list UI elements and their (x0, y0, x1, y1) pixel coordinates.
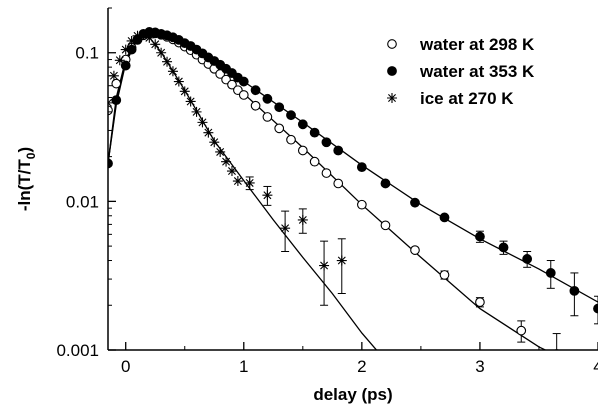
data-point-open-circle (380, 220, 391, 231)
data-point-asterisk (387, 93, 397, 103)
y-tick-label: 0.01 (66, 192, 99, 211)
data-point-asterisk (162, 56, 173, 67)
x-tick-label: 2 (357, 357, 366, 376)
data-point-asterisk (226, 166, 237, 177)
data-point-filled-circle (380, 178, 391, 189)
data-point-filled-circle (111, 95, 122, 106)
x-tick-label: 1 (239, 357, 248, 376)
data-point-asterisk (156, 47, 167, 58)
data-point-open-circle (250, 100, 261, 111)
data-point-filled-circle (309, 127, 320, 138)
data-point-open-circle (553, 349, 560, 350)
x-tick-label: 0 (121, 357, 130, 376)
data-point-asterisk (185, 96, 196, 107)
data-point-filled-circle (274, 102, 285, 113)
data-point-open-circle (357, 199, 367, 210)
y-axis-label-close: ) (15, 147, 34, 153)
data-point-asterisk (297, 214, 308, 225)
x-tick-label: 3 (475, 357, 484, 376)
data-point-open-circle (516, 325, 527, 336)
data-point-open-circle (333, 178, 344, 189)
data-point-open-circle (475, 297, 485, 307)
data-point-asterisk (138, 29, 149, 40)
data-point-open-circle (262, 112, 273, 122)
data-point-asterisk (280, 223, 291, 234)
error-bars (245, 176, 598, 350)
data-points (108, 27, 598, 350)
data-point-filled-circle (108, 158, 113, 169)
data-point-asterisk (108, 70, 119, 81)
y-axis-label: -ln(T/T0) (15, 147, 38, 211)
data-point-filled-circle (321, 137, 332, 148)
data-point-filled-circle (593, 303, 598, 314)
data-point-filled-circle (297, 119, 308, 130)
data-point-asterisk (221, 156, 232, 167)
data-point-open-circle (309, 156, 320, 167)
data-point-asterisk (203, 127, 214, 138)
data-point-asterisk (197, 117, 208, 128)
data-point-asterisk (191, 106, 202, 117)
legend-label: water at 353 K (419, 62, 535, 81)
data-point-asterisk (120, 44, 131, 55)
data-point-asterisk (319, 260, 330, 271)
data-point-asterisk (336, 255, 347, 266)
data-point-filled-circle (356, 162, 367, 173)
y-tick-label: 0.001 (56, 341, 99, 360)
data-point-filled-circle (475, 231, 485, 242)
data-point-asterisk (126, 35, 137, 46)
data-point-filled-circle (410, 197, 420, 208)
data-point-asterisk (262, 190, 273, 201)
data-point-filled-circle (250, 85, 261, 96)
data-point-open-circle (227, 79, 237, 90)
data-point-open-circle (387, 39, 397, 49)
data-point-open-circle (108, 105, 113, 116)
data-point-open-circle (321, 168, 332, 178)
data-point-filled-circle (262, 93, 273, 104)
data-point-filled-circle (286, 110, 296, 121)
x-tick-label: 4 (593, 357, 598, 376)
data-point-filled-circle (387, 66, 397, 76)
data-point-asterisk (173, 76, 184, 87)
y-axis-label-main: -ln(T/T (15, 159, 34, 212)
data-point-open-circle (111, 78, 122, 89)
data-point-asterisk (167, 66, 178, 77)
data-point-open-circle (297, 145, 308, 156)
data-point-open-circle (238, 90, 249, 100)
data-point-asterisk (114, 55, 125, 66)
data-point-filled-circle (522, 254, 533, 264)
data-point-open-circle (439, 270, 450, 280)
data-point-filled-circle (569, 285, 580, 296)
data-point-filled-circle (439, 212, 450, 223)
data-point-asterisk (179, 86, 190, 97)
y-axis-label-subscript: 0 (24, 152, 38, 159)
y-tick-label: 0.1 (75, 44, 99, 63)
data-point-asterisk (150, 39, 161, 50)
data-point-open-circle (286, 134, 296, 145)
data-point-open-circle (274, 123, 285, 134)
data-point-filled-circle (238, 76, 249, 87)
x-axis-label: delay (ps) (313, 385, 392, 404)
legend: water at 298 K water at 353 K ice at 270 K (387, 35, 535, 108)
data-point-asterisk (144, 32, 155, 43)
data-point-filled-circle (333, 145, 344, 156)
data-point-asterisk (215, 146, 226, 157)
data-point-asterisk (132, 30, 143, 41)
legend-label: ice at 270 K (420, 89, 514, 108)
data-point-filled-circle (498, 242, 509, 253)
fit-lines (108, 30, 598, 350)
data-point-asterisk (209, 137, 220, 148)
axis-ticks (108, 7, 598, 351)
data-point-asterisk (232, 176, 243, 187)
data-point-filled-circle (545, 268, 556, 278)
tick-labels: 0 1 2 3 4 0.001 0.01 0.1 (56, 44, 598, 376)
legend-label: water at 298 K (419, 35, 535, 54)
data-point-asterisk (244, 177, 255, 188)
data-point-open-circle (410, 245, 420, 255)
